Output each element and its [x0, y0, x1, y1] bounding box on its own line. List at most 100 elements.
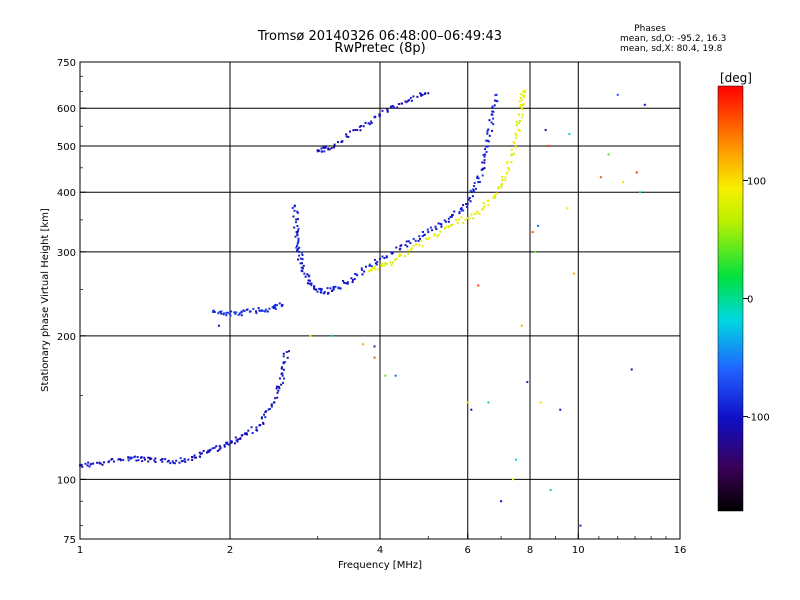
- data-point: [147, 460, 150, 463]
- data-point: [465, 205, 468, 208]
- data-point: [426, 228, 429, 231]
- data-point: [486, 139, 489, 142]
- data-point: [510, 160, 513, 163]
- data-point: [381, 255, 384, 258]
- data-point: [268, 307, 271, 310]
- data-point: [500, 184, 503, 187]
- data-point: [419, 93, 422, 96]
- data-point: [482, 202, 485, 205]
- data-point: [518, 113, 521, 116]
- data-point: [316, 149, 319, 152]
- data-point: [307, 275, 310, 278]
- data-point: [390, 251, 393, 254]
- x-tick-label: 2: [227, 545, 233, 556]
- data-point: [477, 177, 480, 180]
- data-point: [294, 235, 297, 238]
- data-point: [466, 401, 469, 404]
- data-point: [342, 279, 345, 282]
- data-point: [519, 105, 522, 108]
- data-point: [345, 133, 348, 136]
- data-point: [460, 216, 463, 219]
- data-point: [439, 230, 442, 233]
- data-point: [448, 224, 451, 227]
- data-point: [513, 152, 516, 155]
- data-point: [501, 178, 504, 181]
- data-point: [300, 269, 303, 272]
- data-point: [212, 309, 215, 312]
- data-point: [386, 110, 389, 113]
- data-point: [84, 462, 87, 465]
- data-point: [491, 113, 494, 116]
- data-point: [476, 212, 479, 215]
- data-point: [277, 389, 280, 392]
- data-point: [313, 285, 316, 288]
- data-point: [261, 309, 264, 312]
- data-point: [356, 129, 359, 132]
- data-point: [141, 460, 144, 463]
- data-point: [482, 207, 485, 210]
- data-point: [270, 403, 273, 406]
- data-point: [522, 96, 525, 99]
- data-point: [202, 449, 205, 452]
- data-point: [222, 313, 225, 316]
- data-point: [630, 368, 633, 371]
- data-point: [427, 238, 430, 241]
- data-point: [333, 146, 336, 149]
- data-point: [172, 462, 175, 465]
- data-point: [483, 161, 486, 164]
- data-point: [373, 356, 376, 359]
- data-point: [549, 489, 552, 492]
- data-point: [417, 239, 420, 242]
- data-point: [473, 182, 476, 185]
- data-point: [495, 93, 498, 96]
- data-point: [318, 149, 321, 152]
- data-point: [169, 462, 172, 465]
- data-point: [323, 150, 326, 153]
- data-point: [86, 464, 89, 467]
- data-point: [282, 368, 285, 371]
- chart-subtitle: RwPretec (8p): [334, 41, 425, 56]
- data-point: [487, 401, 490, 404]
- data-point: [339, 287, 342, 290]
- phases-x-stats: mean, sd,X: 80.4, 19.8: [620, 44, 723, 54]
- data-point: [148, 456, 151, 459]
- data-point: [137, 459, 140, 462]
- data-point: [218, 444, 221, 447]
- data-point: [407, 249, 410, 252]
- data-point: [276, 391, 279, 394]
- data-point: [208, 449, 211, 452]
- data-point: [447, 226, 450, 229]
- y-tick-label: 200: [57, 332, 76, 343]
- data-point: [374, 262, 377, 265]
- data-point: [354, 128, 357, 131]
- data-point: [330, 147, 333, 150]
- data-point: [536, 224, 539, 227]
- data-point: [278, 387, 281, 390]
- data-point: [389, 261, 392, 264]
- data-point: [639, 191, 642, 194]
- data-point: [308, 279, 311, 282]
- data-point: [353, 277, 356, 280]
- data-point: [81, 465, 84, 468]
- data-point: [304, 275, 307, 278]
- data-point: [171, 460, 174, 463]
- data-point: [444, 220, 447, 223]
- colorbar-tick-label: 0: [747, 295, 753, 306]
- data-point: [228, 443, 231, 446]
- data-point: [462, 209, 465, 212]
- data-point: [225, 441, 228, 444]
- data-point: [405, 240, 408, 243]
- data-point: [487, 128, 490, 131]
- data-point: [410, 247, 413, 250]
- data-point: [416, 95, 419, 98]
- data-point: [330, 289, 333, 292]
- data-point: [236, 438, 239, 441]
- data-point: [226, 311, 229, 314]
- data-point: [326, 287, 329, 290]
- data-point: [250, 426, 253, 429]
- data-point: [517, 128, 520, 131]
- data-point: [419, 92, 422, 95]
- data-point: [515, 458, 518, 461]
- data-point: [259, 309, 262, 312]
- colorbar-tick-label: -100: [747, 413, 770, 424]
